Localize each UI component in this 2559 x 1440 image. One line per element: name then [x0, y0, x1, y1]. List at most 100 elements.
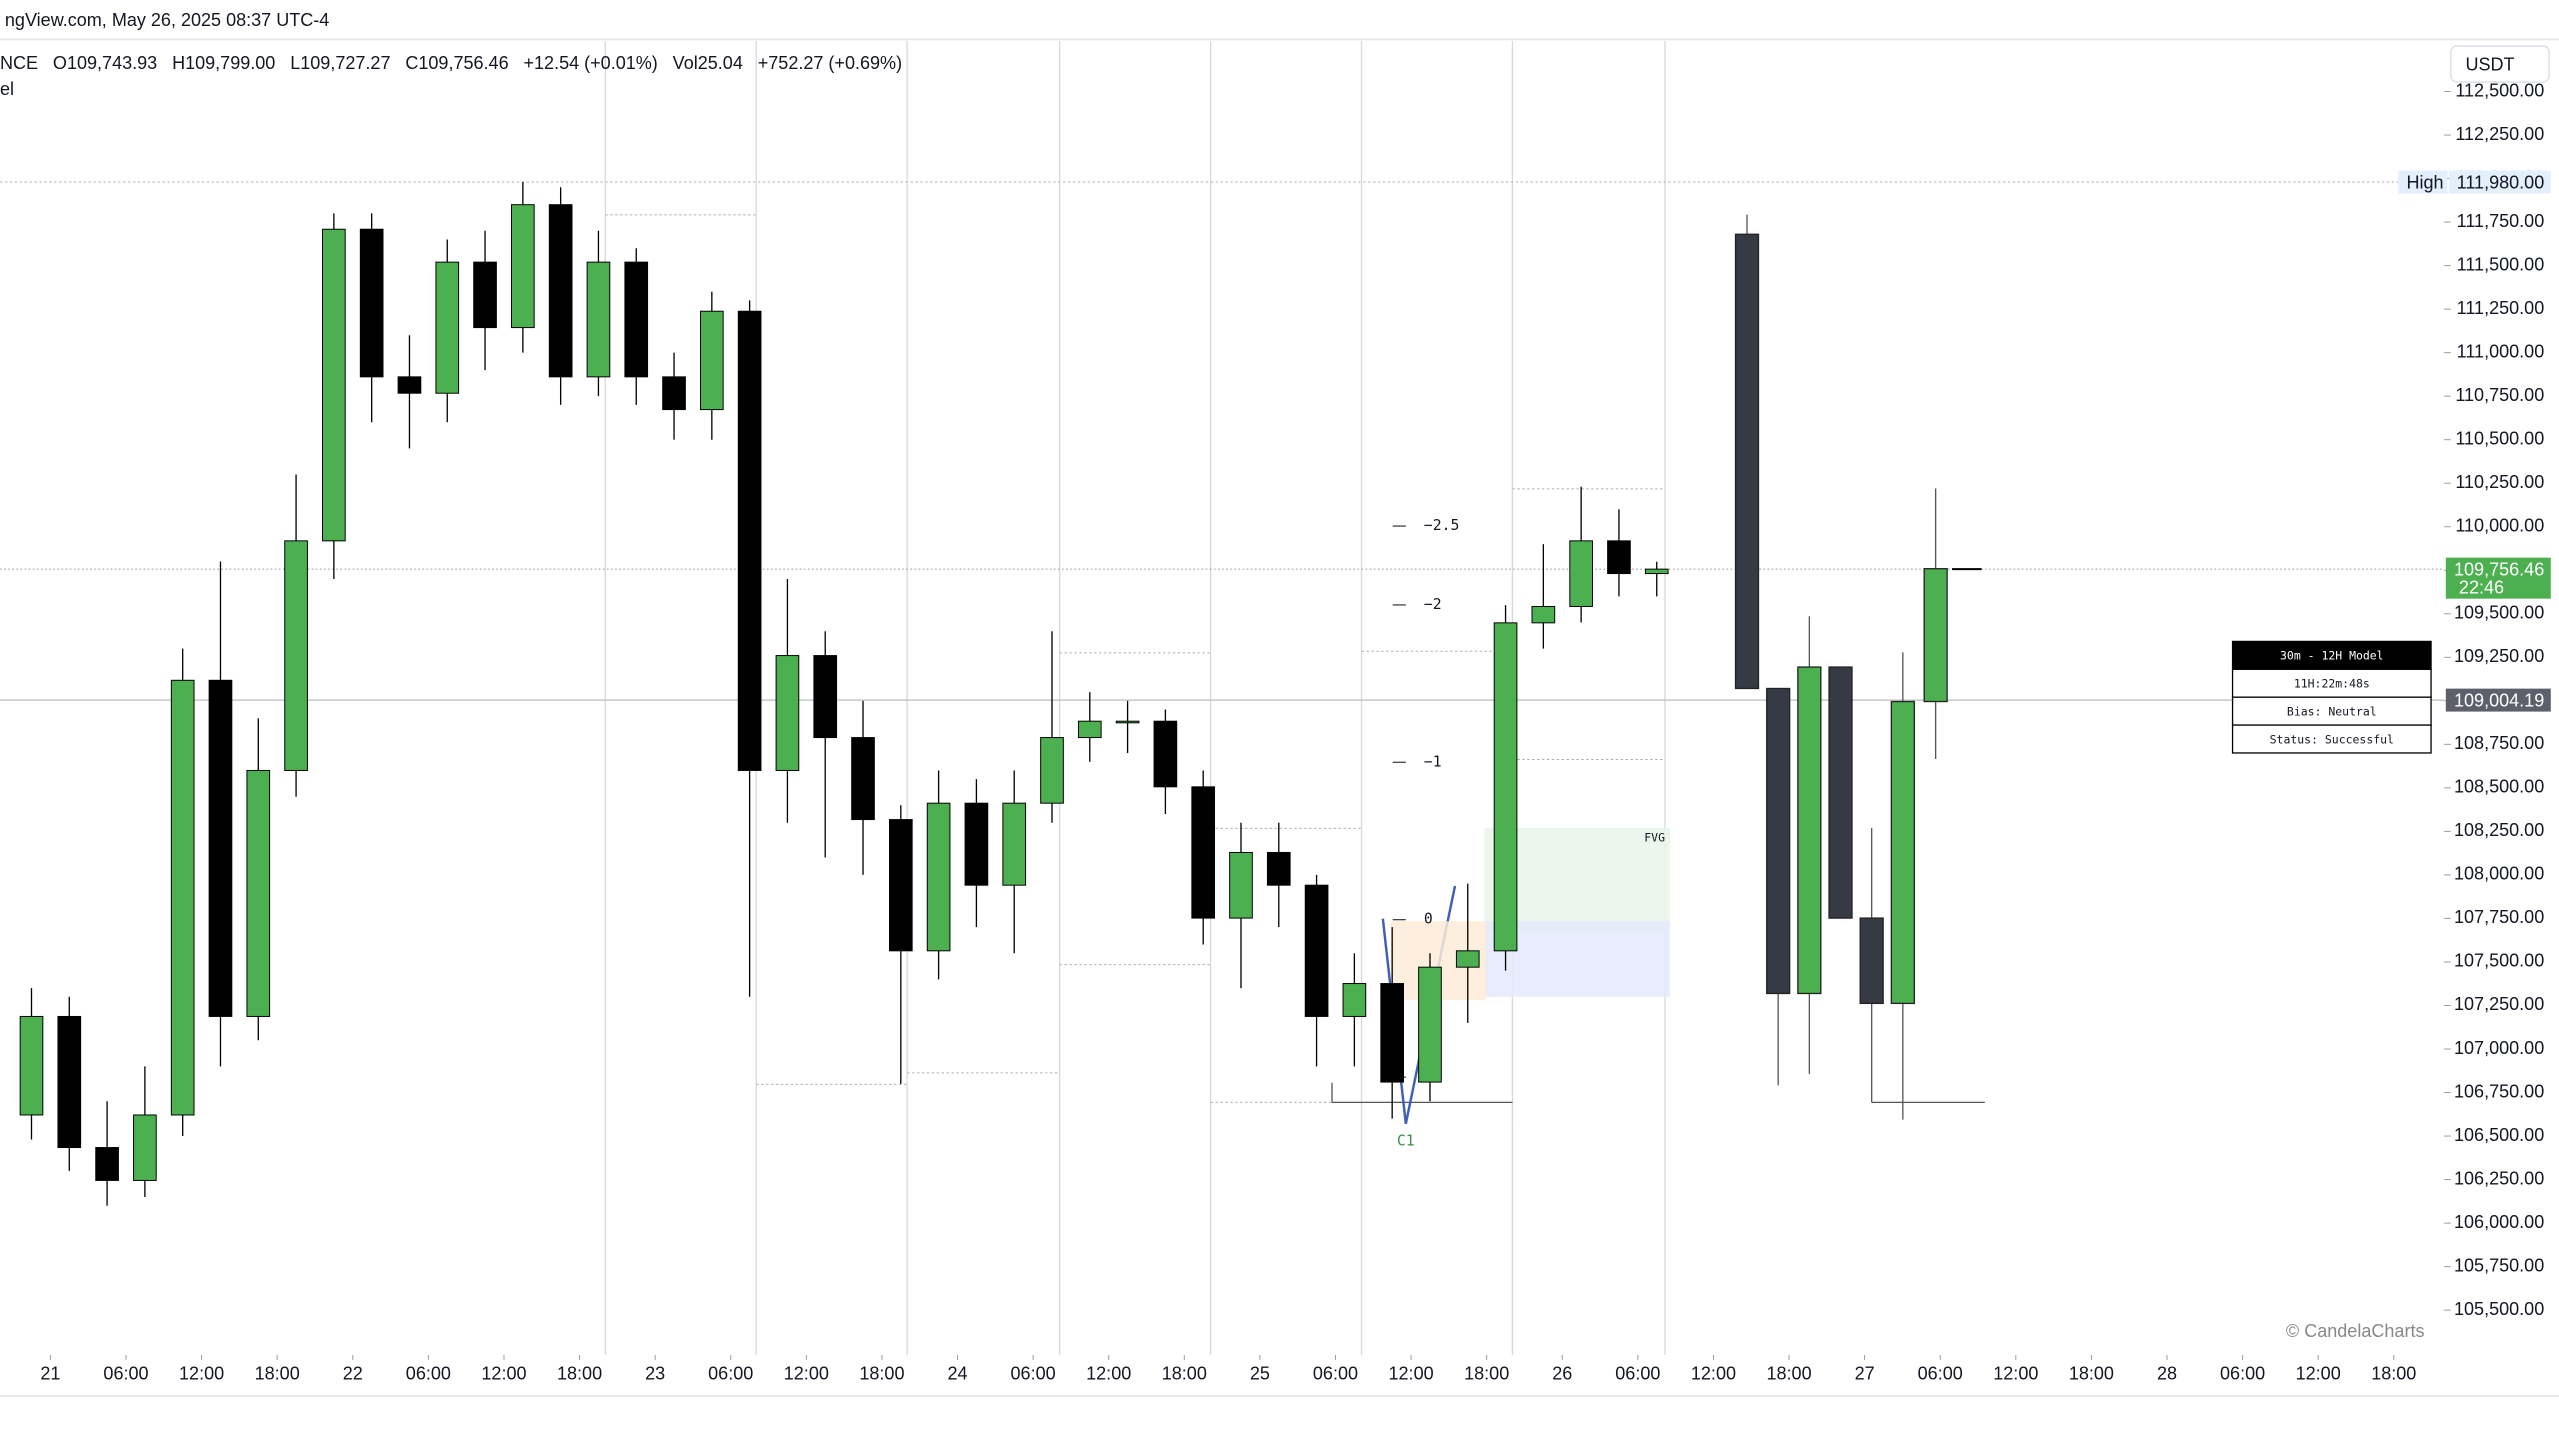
- candle-body: [548, 204, 573, 378]
- level-value: 109,004.19: [2454, 691, 2544, 711]
- y-tick-label: 110,750.00: [2455, 385, 2544, 405]
- x-tick-label: 12:00: [1389, 1363, 1434, 1383]
- candle-body: [851, 737, 875, 821]
- fib-label: 0: [1424, 911, 1433, 928]
- candle-body: [284, 540, 308, 771]
- x-tick-label: 18:00: [1162, 1363, 1207, 1383]
- y-tick-label: 108,750.00: [2454, 733, 2544, 753]
- y-tick-label: 110,500.00: [2455, 428, 2544, 448]
- candle-body: [700, 310, 724, 411]
- candle-body: [964, 802, 989, 886]
- candle-body: [19, 1015, 44, 1116]
- y-tick-label: 111,250.00: [2457, 298, 2545, 318]
- header-source: ngView.com, May 26, 2025 08:37 UTC-4: [5, 10, 329, 30]
- htf-body: [1890, 700, 1915, 1005]
- x-tick-label: 18:00: [859, 1363, 904, 1383]
- x-tick-label: 18:00: [1766, 1363, 1811, 1383]
- high-value: 111,980.00: [2457, 172, 2545, 192]
- x-tick-label: 26: [1552, 1363, 1572, 1383]
- high-tag-name: High: [2406, 172, 2443, 192]
- candle-body: [133, 1114, 157, 1181]
- candle-body: [435, 261, 460, 394]
- fib-label: −2: [1424, 596, 1442, 613]
- x-tick-label: 06:00: [406, 1363, 451, 1383]
- x-tick-label: 28: [2157, 1363, 2177, 1383]
- candle-body: [1229, 851, 1253, 919]
- y-tick-label: 106,500.00: [2454, 1125, 2544, 1145]
- x-tick-label: 27: [1855, 1363, 1875, 1383]
- x-tick-label: 12:00: [481, 1363, 526, 1383]
- x-tick-label: 12:00: [1086, 1363, 1131, 1383]
- range-lines: [605, 214, 1985, 1104]
- currency-button[interactable]: [2449, 45, 2550, 83]
- htf-body: [1859, 917, 1884, 1005]
- candle-body: [662, 376, 686, 411]
- x-tick-label: 06:00: [1313, 1363, 1358, 1383]
- candle-body: [1153, 720, 1178, 788]
- current-price-tag: [2445, 557, 2551, 599]
- x-tick-label: 12:00: [1993, 1363, 2038, 1383]
- y-tick-label: 106,250.00: [2454, 1168, 2544, 1188]
- x-tick-label: 18:00: [1464, 1363, 1509, 1383]
- candle-body: [397, 376, 422, 394]
- ohlc-value: Vol25.04: [673, 53, 743, 73]
- ohlc-value: +752.27 (+0.69%): [758, 53, 902, 73]
- y-tick-label: 107,250.00: [2454, 994, 2544, 1014]
- x-tick-label: 21: [40, 1363, 60, 1383]
- candle-body: [586, 261, 611, 378]
- y-tick-label: 109,250.00: [2454, 646, 2544, 666]
- candle-body: [1418, 966, 1442, 1083]
- table-text: 30m - 12H Model: [2280, 649, 2384, 663]
- currency[interactable]: USDT: [2465, 54, 2514, 74]
- x-tick-label: 06:00: [1011, 1363, 1056, 1383]
- candle-body: [1569, 540, 1593, 607]
- ohlc-line: NCE O109,743.93 H109,799.00 L109,727.27 …: [0, 53, 902, 73]
- candle-body: [624, 261, 649, 378]
- candle-body: [246, 769, 271, 1017]
- y-tick-label: 110,000.00: [2455, 516, 2544, 536]
- x-tick-label: 22: [343, 1363, 363, 1383]
- y-tick-label: 110,250.00: [2455, 472, 2544, 492]
- x-tick-label: 23: [645, 1363, 665, 1383]
- candle-body: [1077, 720, 1102, 739]
- y-tick-label: 112,250.00: [2455, 124, 2544, 144]
- countdown: 22:46: [2459, 578, 2504, 598]
- x-tick-label: 12:00: [784, 1363, 829, 1383]
- c1-label: C1: [1397, 1133, 1415, 1150]
- candle-body: [322, 228, 346, 542]
- candle-body: [1342, 983, 1367, 1017]
- y-tick-label: 111,750.00: [2457, 211, 2545, 231]
- x-tick-label: 18:00: [2371, 1363, 2416, 1383]
- y-tick-label: 107,750.00: [2454, 907, 2544, 927]
- candle-body: [1304, 884, 1329, 1017]
- x-tick-label: 12:00: [1691, 1363, 1736, 1383]
- ohlc-value: O109,743.93: [53, 53, 157, 73]
- x-tick-label: 18:00: [255, 1363, 300, 1383]
- y-tick-label: 105,500.00: [2454, 1299, 2544, 1319]
- y-tick-label: 111,500.00: [2457, 254, 2545, 274]
- htf-body: [1923, 568, 1948, 703]
- candle-body: [1380, 983, 1405, 1083]
- fib-label: −2.5: [1424, 517, 1460, 534]
- x-tick-label: 18:00: [557, 1363, 602, 1383]
- candle-body: [1607, 540, 1631, 575]
- y-tick-label: 107,000.00: [2454, 1038, 2544, 1058]
- ohlc-value: C109,756.46: [405, 53, 508, 73]
- candle-body: [208, 679, 233, 1017]
- candle-body: [473, 261, 497, 329]
- candle-body: [1493, 622, 1518, 952]
- ohlc-value: +12.54 (+0.01%): [523, 53, 657, 73]
- ohlc-value: H109,799.00: [172, 53, 275, 73]
- x-tick-label: 06:00: [708, 1363, 753, 1383]
- y-tick-label: 105,750.00: [2454, 1255, 2544, 1275]
- plot: 105,500.00 105,750.00 106,000.00 106,250.00…: [0, 80, 2551, 1383]
- candle-body: [57, 1015, 82, 1149]
- x-tick-label: 18:00: [2069, 1363, 2114, 1383]
- candle-body: [1531, 605, 1556, 624]
- htf-body: [1734, 233, 1760, 690]
- table-text: Bias: Neutral: [2287, 704, 2377, 718]
- candle-body: [1002, 802, 1027, 886]
